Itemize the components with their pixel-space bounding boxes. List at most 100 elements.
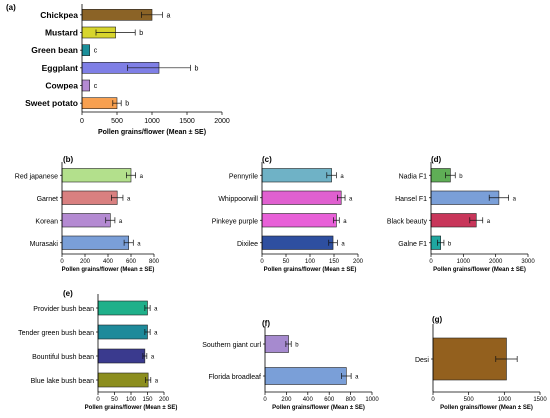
x-axis-label: Pollen grains/flower (Mean ± SE) (85, 405, 178, 411)
bar (97, 324, 148, 340)
tick-label: 1000 (498, 397, 512, 403)
significance-label: a (154, 331, 158, 337)
tick-label: 0 (429, 259, 433, 265)
error-bar (326, 172, 337, 179)
bar (264, 367, 347, 385)
panel-label: (g) (432, 315, 443, 324)
error-bar (123, 239, 134, 246)
bar (97, 300, 148, 316)
tick-label: 1000 (144, 118, 160, 125)
bar (261, 213, 337, 228)
chart-panel-d: (d) Nadia F1 b Hansel F1 a Black beauty a Galne… (387, 155, 535, 273)
chart-panel-c: (c) Pennyrile a Whippoorwill a Pinkeye purple… (212, 155, 364, 273)
category-label: Garnet (37, 196, 58, 203)
tick-label: 200 (80, 259, 91, 265)
x-axis-label: Pollen grains/flower (Mean ± SE) (272, 405, 365, 411)
significance-label: a (137, 241, 141, 247)
panel-label: (a) (6, 3, 16, 12)
panel-label: (b) (63, 155, 74, 164)
error-bar (333, 217, 340, 224)
tick-label: 0 (80, 118, 84, 125)
panel-label: (c) (262, 155, 272, 164)
x-axis-label: Pollen grains/flower (Mean ± SE) (433, 267, 526, 273)
tick-label: 1000 (365, 397, 379, 403)
category-label: Sweet potato (25, 98, 78, 108)
error-bar (445, 172, 456, 179)
significance-label: a (154, 307, 158, 313)
tick-label: 1500 (533, 397, 547, 403)
category-label: Red japanese (15, 173, 58, 180)
tick-label: 400 (103, 259, 114, 265)
error-bar (95, 29, 136, 36)
bar (61, 213, 111, 228)
category-label: Nadia F1 (399, 173, 428, 180)
error-bar (145, 377, 152, 383)
bar (261, 168, 332, 183)
tick-label: 1500 (179, 118, 195, 125)
error-bar (144, 329, 151, 335)
tick-label: 0 (260, 259, 264, 265)
tick-label: 2000 (489, 259, 503, 265)
error-bar (126, 172, 136, 179)
tick-label: 600 (126, 259, 137, 265)
category-label: Provider bush bean (33, 306, 94, 313)
chart-panel-e: (e) Provider bush bean a Tender green bush … (18, 289, 177, 411)
category-label: Southern giant curl (202, 342, 261, 349)
significance-label: a (513, 196, 517, 202)
significance-label: c (94, 83, 98, 90)
significance-label: a (341, 241, 345, 247)
error-bar (127, 64, 191, 71)
tick-label: 0 (431, 397, 435, 403)
category-label: Desi (415, 357, 429, 364)
significance-label: b (139, 30, 143, 37)
tick-label: 800 (346, 397, 357, 403)
tick-label: 500 (111, 118, 123, 125)
error-bar (337, 194, 346, 201)
category-label: Tender green bush bean (18, 330, 94, 337)
category-label: Dixilee (237, 241, 258, 248)
significance-label: a (167, 12, 171, 19)
x-axis-label: Pollen grains/flower (Mean ± SE) (98, 129, 206, 136)
significance-label: b (448, 241, 452, 247)
category-label: Chickpea (40, 10, 78, 20)
bar (81, 44, 90, 56)
error-bar (112, 100, 122, 107)
error-bar (285, 341, 292, 347)
tick-label: 400 (303, 397, 314, 403)
x-axis-label: Pollen grains/flower (Mean ± SE) (440, 405, 533, 411)
category-label: Murasaki (30, 241, 59, 248)
significance-label: c (94, 48, 98, 55)
error-bar (111, 194, 124, 201)
tick-label: 500 (464, 397, 475, 403)
tick-label: 2000 (214, 118, 230, 125)
significance-label: a (127, 196, 131, 202)
bar (261, 190, 342, 205)
tick-label: 200 (281, 397, 292, 403)
significance-label: a (340, 174, 344, 180)
category-label: Cowpea (45, 81, 78, 91)
tick-label: 150 (142, 397, 153, 403)
category-label: Blue lake bush bean (31, 378, 95, 385)
bar (261, 235, 334, 250)
x-axis-label: Pollen grains/flower (Mean ± SE) (62, 267, 155, 273)
tick-label: 150 (329, 259, 340, 265)
x-axis-label: Pollen grains/flower (Mean ± SE) (264, 267, 357, 273)
significance-label: b (295, 343, 299, 349)
category-label: Florida broadleaf (208, 374, 261, 381)
chart-panel-a: (a) Chickpea a Mustard b Green bean c Eggplant b… (6, 3, 230, 136)
significance-label: a (155, 379, 159, 385)
bar (61, 168, 132, 183)
bar (61, 235, 129, 250)
panel-label: (f) (262, 319, 270, 328)
category-label: Mustard (45, 28, 78, 38)
category-label: Eggplant (42, 63, 79, 73)
chart-panel-b: (b) Red japanese a Garnet a Korean a Murasaki a 0… (15, 155, 160, 273)
panel-label: (e) (63, 289, 73, 298)
tick-label: 3000 (521, 259, 535, 265)
error-bar (105, 217, 116, 224)
error-bar (437, 239, 445, 246)
bar (97, 372, 149, 388)
tick-label: 200 (353, 259, 364, 265)
